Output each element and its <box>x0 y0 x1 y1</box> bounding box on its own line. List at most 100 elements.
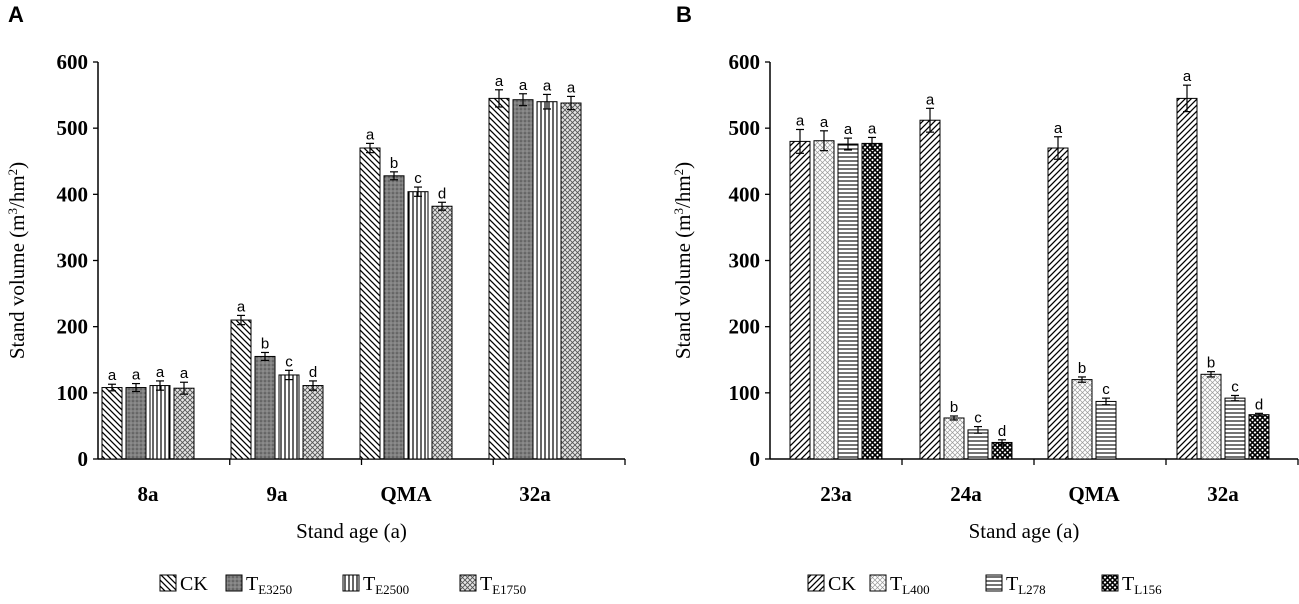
bar <box>1095 400 1117 460</box>
legend-label: TL156 <box>1122 573 1162 597</box>
y-tick-label: 0 <box>750 447 761 471</box>
panel-a-letter: A <box>8 2 24 27</box>
bar <box>230 319 252 460</box>
significance-label: a <box>180 365 189 382</box>
bar <box>861 142 883 460</box>
panel-b-letter: B <box>676 2 692 27</box>
bar <box>967 429 989 460</box>
significance-label: a <box>237 298 246 315</box>
significance-label: a <box>820 114 829 131</box>
bar <box>560 102 582 460</box>
significance-label: d <box>1255 396 1263 413</box>
significance-label: a <box>926 91 935 108</box>
x-axis-label: Stand age (a) <box>296 519 407 543</box>
bar <box>125 387 147 460</box>
x-tick-label: 9a <box>267 482 289 506</box>
significance-label: d <box>438 185 446 202</box>
bar <box>813 140 835 460</box>
bar <box>943 417 965 460</box>
x-tick-label: QMA <box>1068 482 1120 506</box>
significance-label: a <box>567 79 576 96</box>
bar <box>1224 397 1246 460</box>
bar <box>488 97 510 460</box>
significance-label: a <box>132 367 141 384</box>
legend-swatch <box>159 574 177 592</box>
bar <box>536 101 558 460</box>
legend-label: TE2500 <box>363 573 409 597</box>
significance-label: a <box>156 364 165 381</box>
significance-label: c <box>414 170 422 187</box>
legend-swatch <box>869 574 887 592</box>
significance-label: b <box>950 399 958 416</box>
significance-label: a <box>543 77 552 94</box>
significance-label: a <box>519 77 528 94</box>
y-tick-label: 400 <box>729 182 761 206</box>
bar <box>383 175 405 460</box>
bar <box>173 387 195 460</box>
legend-label: TL278 <box>1006 573 1046 597</box>
legend-label: CK <box>828 573 856 595</box>
significance-label: c <box>1231 378 1239 395</box>
legend-label: TL400 <box>890 573 930 597</box>
bar <box>278 374 300 460</box>
y-tick-label: 500 <box>57 116 89 140</box>
bar <box>359 147 381 460</box>
bar <box>1176 97 1198 460</box>
legend-swatch <box>985 574 1003 592</box>
legend-swatch <box>342 574 360 592</box>
y-tick-label: 200 <box>57 315 89 339</box>
x-tick-label: 32a <box>1207 482 1239 506</box>
significance-label: b <box>1078 360 1086 377</box>
significance-label: b <box>261 335 269 352</box>
significance-label: d <box>998 423 1006 440</box>
x-tick-label: QMA <box>380 482 432 506</box>
significance-label: c <box>974 410 982 427</box>
y-tick-label: 500 <box>729 116 761 140</box>
bar <box>101 387 123 460</box>
bar <box>919 119 941 460</box>
legend-swatch <box>459 574 477 592</box>
bar <box>1047 147 1069 460</box>
bar <box>149 385 171 460</box>
y-tick-label: 300 <box>729 249 761 273</box>
significance-label: a <box>1183 68 1192 85</box>
bar <box>1200 373 1222 460</box>
legend-swatch <box>807 574 825 592</box>
y-axis-label: Stand volume (m3/hm2) <box>5 162 30 359</box>
x-axis-label: Stand age (a) <box>969 519 1080 543</box>
x-tick-label: 8a <box>138 482 160 506</box>
bar <box>837 143 859 460</box>
legend-label: CK <box>180 573 208 595</box>
y-tick-label: 300 <box>57 249 89 273</box>
significance-label: a <box>796 112 805 129</box>
bar <box>1071 379 1093 460</box>
legend-swatch <box>1101 574 1119 592</box>
significance-label: a <box>844 121 853 138</box>
bar <box>1248 414 1270 460</box>
x-tick-label: 24a <box>950 482 982 506</box>
bar <box>407 191 429 460</box>
y-axis-label: Stand volume (m3/hm2) <box>671 162 696 359</box>
bar <box>431 205 453 460</box>
bar <box>512 99 534 460</box>
y-tick-label: 200 <box>729 315 761 339</box>
significance-label: a <box>108 367 117 384</box>
y-tick-label: 600 <box>57 50 89 74</box>
y-tick-label: 100 <box>729 381 761 405</box>
y-tick-label: 100 <box>57 381 89 405</box>
significance-label: a <box>1054 120 1063 137</box>
significance-label: a <box>495 73 504 90</box>
bar <box>789 140 811 460</box>
significance-label: b <box>390 155 398 172</box>
significance-label: a <box>366 126 375 143</box>
y-tick-label: 600 <box>729 50 761 74</box>
bar <box>254 355 276 460</box>
x-tick-label: 23a <box>820 482 852 506</box>
legend-label: TE3250 <box>246 573 292 597</box>
bar <box>302 385 324 460</box>
significance-label: c <box>1102 381 1110 398</box>
x-tick-label: 32a <box>519 482 551 506</box>
